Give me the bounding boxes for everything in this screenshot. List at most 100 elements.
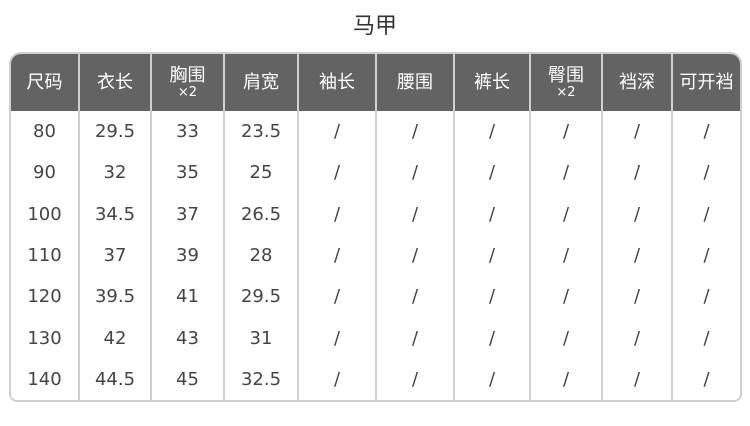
column-label: 臀围 xyxy=(548,65,584,86)
table-cell: / xyxy=(297,317,376,359)
table-cell: 42 xyxy=(78,317,151,359)
table-cell: / xyxy=(453,111,530,153)
table-cell: 32.5 xyxy=(223,358,298,400)
column-header: 肩宽 xyxy=(223,54,298,111)
table-cell: / xyxy=(453,152,530,194)
table-cell: 41 xyxy=(150,276,224,318)
table-cell: / xyxy=(375,111,454,153)
table-cell: / xyxy=(601,193,672,235)
table-cell: / xyxy=(375,317,454,359)
column-label: 尺码 xyxy=(26,71,63,93)
size-table: 尺码 衣长 胸围 ×2 肩宽 袖长 腰围 裤长 臀围 ×2 裆深 可开裆 80 29.5 33 23.5//… xyxy=(9,52,742,402)
table-cell: 32 xyxy=(78,152,151,194)
table-row: 140 44.5 45 32.5// / / / / xyxy=(11,358,740,400)
column-label: 腰围 xyxy=(397,71,433,93)
table-cell: / xyxy=(529,358,602,400)
column-header: 袖长 xyxy=(297,54,376,111)
column-label: 袖长 xyxy=(319,71,355,93)
table-row: 100 34.5 37 26.5// / / / / xyxy=(11,193,740,235)
table-cell: / xyxy=(671,276,740,318)
table-cell: / xyxy=(453,234,530,277)
table-cell: / xyxy=(671,234,740,277)
table-cell: / xyxy=(671,193,740,235)
table-cell: 29.5 xyxy=(223,276,298,318)
column-label: 可开裆 xyxy=(679,71,734,93)
column-header: 可开裆 xyxy=(671,54,740,111)
table-cell: 31 xyxy=(223,317,298,359)
header-row: 尺码 衣长 胸围 ×2 肩宽 袖长 腰围 裤长 臀围 ×2 裆深 可开裆 xyxy=(11,54,740,111)
table-cell: / xyxy=(297,234,376,277)
table-row: 120 39.5 41 29.5// / / / / xyxy=(11,276,740,318)
table-cell: 110 xyxy=(27,244,62,266)
table-cell: / xyxy=(601,234,672,277)
table-cell: / xyxy=(671,317,740,359)
table-row: 80 29.5 33 23.5// / / / / xyxy=(11,111,740,153)
table-cell: / xyxy=(453,193,530,235)
column-header: 衣长 xyxy=(78,54,151,111)
table-cell: 130 xyxy=(27,327,62,349)
table-row: 110 37 39 28// / / / / xyxy=(11,234,740,277)
page-title: 马甲 xyxy=(352,14,397,39)
table-cell: 29.5 xyxy=(78,111,151,153)
table-cell: 37 xyxy=(150,193,224,235)
table-cell: / xyxy=(297,193,376,235)
table-cell: 25 xyxy=(223,152,298,194)
column-label: 胸围 xyxy=(169,65,206,86)
table-cell: / xyxy=(601,276,672,318)
table-cell: / xyxy=(375,276,454,318)
column-header: 臀围 ×2 xyxy=(529,54,602,111)
table-cell: / xyxy=(453,276,530,318)
column-label: 裆深 xyxy=(619,71,655,93)
table-cell: 43 xyxy=(150,317,224,359)
table-cell: 140 xyxy=(27,368,62,390)
table-cell: 39 xyxy=(150,234,224,277)
table-cell: / xyxy=(529,234,602,277)
table-cell: / xyxy=(529,193,602,235)
table-cell: / xyxy=(671,152,740,194)
table-cell: 35 xyxy=(150,152,224,194)
table-cell: 90 xyxy=(33,162,56,184)
table-cell: / xyxy=(375,358,454,400)
table-cell: / xyxy=(297,152,376,194)
table-cell: / xyxy=(529,152,602,194)
table-cell: 80 xyxy=(33,121,56,143)
column-label: 肩宽 xyxy=(243,71,279,93)
table-cell: / xyxy=(297,111,376,153)
table-cell: 45 xyxy=(150,358,224,400)
column-multiplier: ×2 xyxy=(177,85,198,100)
column-label: 裤长 xyxy=(474,71,510,93)
column-label: 衣长 xyxy=(97,71,133,93)
table-cell: / xyxy=(601,111,672,153)
table-cell: / xyxy=(375,234,454,277)
table-cell: 39.5 xyxy=(78,276,151,318)
table-cell: 23.5 xyxy=(223,111,298,153)
column-header: 尺码 xyxy=(11,54,79,111)
column-multiplier: ×2 xyxy=(556,85,576,100)
table-cell: / xyxy=(601,317,672,359)
table-cell: / xyxy=(375,152,454,194)
table-cell: / xyxy=(601,358,672,400)
table-cell: / xyxy=(297,276,376,318)
table-row: 130 42 43 31// / / / / xyxy=(11,317,740,359)
table-cell: / xyxy=(453,358,530,400)
table-cell: 26.5 xyxy=(223,193,298,235)
column-header: 腰围 xyxy=(375,54,454,111)
column-header: 裆深 xyxy=(601,54,672,111)
table-cell: 44.5 xyxy=(78,358,151,400)
table-cell: 28 xyxy=(223,234,298,277)
column-header: 裤长 xyxy=(453,54,530,111)
table-cell: / xyxy=(601,152,672,194)
table-row: 90 32 35 25// / / / / xyxy=(11,152,740,194)
table-cell: / xyxy=(529,276,602,318)
table-cell: / xyxy=(375,193,454,235)
table-cell: 37 xyxy=(78,234,151,277)
table-cell: 34.5 xyxy=(78,193,151,235)
table-cell: / xyxy=(529,111,602,153)
table-cell: / xyxy=(529,317,602,359)
table-cell: / xyxy=(671,111,740,153)
table-cell: / xyxy=(297,358,376,400)
table-cell: / xyxy=(453,317,530,359)
table-cell: / xyxy=(671,358,740,400)
table-cell: 33 xyxy=(150,111,224,153)
table-cell: 120 xyxy=(27,286,62,308)
